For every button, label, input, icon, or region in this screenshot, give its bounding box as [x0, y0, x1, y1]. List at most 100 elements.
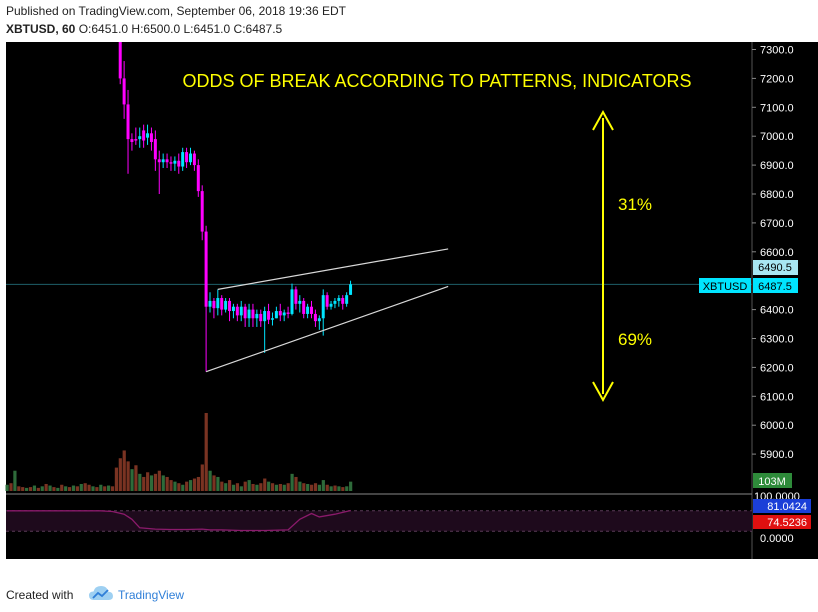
- volume-bar: [270, 483, 275, 491]
- high-value: 6500.0: [143, 22, 181, 36]
- price-tick-label: 7000.0: [760, 131, 794, 143]
- volume-bar: [313, 483, 318, 491]
- volume-bar: [79, 483, 83, 491]
- volume-bar: [274, 484, 279, 491]
- candle-body: [251, 309, 255, 319]
- time-tick-label: 12:00: [485, 564, 513, 576]
- open-value: 6451.0: [91, 22, 129, 36]
- volume-bar: [247, 480, 251, 491]
- volume-bar: [224, 483, 228, 491]
- volume-bar: [212, 475, 216, 491]
- volume-bar: [243, 481, 247, 491]
- ohlc-readout: XBTUSD, 60 O:6451.0 H:6500.0 L:6451.0 C:…: [6, 22, 282, 36]
- volume-bar: [349, 481, 353, 491]
- volume-bar: [75, 486, 79, 491]
- tradingview-cloud-icon[interactable]: [88, 584, 114, 604]
- volume-bar: [220, 481, 224, 491]
- volume-bar: [118, 458, 122, 491]
- volume-bar: [196, 476, 200, 491]
- plot-area[interactable]: [6, 42, 752, 559]
- volume-bar: [341, 487, 345, 491]
- candles: [118, 42, 353, 372]
- candle-body: [337, 298, 341, 301]
- candle-body: [173, 160, 177, 164]
- low-label: L:: [183, 22, 194, 36]
- volume-bar: [67, 487, 72, 491]
- last-price-tag: 6490.5: [758, 262, 792, 274]
- candle-body: [239, 306, 243, 316]
- price-tick-label: 6100.0: [760, 391, 794, 403]
- candle-body: [122, 78, 126, 105]
- volume-bar: [290, 473, 294, 491]
- odds-arrow-down-head: [592, 381, 614, 403]
- candle-body: [278, 311, 282, 316]
- candle-body: [208, 300, 212, 307]
- volume-bar: [282, 484, 286, 491]
- candle-body: [216, 298, 220, 309]
- price-tick-label: 6700.0: [760, 218, 794, 230]
- candle-body: [255, 313, 259, 319]
- time-tick-label: 6: [250, 564, 256, 576]
- close-price-tag: 6487.5: [758, 281, 792, 293]
- volume-bar: [52, 487, 56, 491]
- candle-body: [165, 159, 169, 163]
- candle-body: [306, 306, 310, 314]
- volume-bar: [17, 486, 21, 491]
- close-value: 6487.5: [245, 22, 283, 36]
- published-text: Published on TradingView.com, September …: [6, 4, 346, 18]
- candle-body: [126, 104, 130, 140]
- volume-bar: [216, 476, 220, 491]
- volume-bar: [267, 481, 271, 491]
- candle-body: [259, 313, 263, 322]
- candle-body: [192, 153, 196, 166]
- candle-body: [282, 312, 286, 316]
- volume-bar: [188, 480, 193, 491]
- candle-body: [317, 318, 321, 322]
- candle-body: [231, 306, 235, 312]
- volume-bar: [310, 484, 314, 491]
- candle-body: [169, 162, 173, 164]
- candle-body: [247, 309, 251, 319]
- footer: Created with TradingView: [0, 578, 818, 612]
- chart-canvas[interactable]: ODDS OF BREAK ACCORDING TO PATTERNS, IND…: [0, 42, 818, 578]
- time-tick-label: :00: [1, 564, 16, 576]
- candle-body: [274, 311, 278, 319]
- candle-body: [294, 289, 298, 304]
- candle-body: [212, 300, 216, 309]
- candle-body: [310, 306, 314, 314]
- volume-bar: [345, 486, 349, 491]
- last-price-tag-bg: [753, 260, 798, 275]
- volume-bar: [329, 486, 333, 491]
- volume-bar: [60, 484, 64, 491]
- close-price-tag-bg: [753, 278, 798, 293]
- candle-body: [200, 191, 204, 232]
- candle-body: [134, 139, 138, 141]
- volume-bar: [302, 483, 306, 491]
- volume-bar: [185, 481, 189, 491]
- candle-body: [149, 133, 153, 142]
- volume-bar: [56, 487, 60, 491]
- volume-bar: [149, 475, 154, 491]
- time-ticks: :00 5 12:00 6 12:00 7 12:00 8 12:00: [1, 564, 676, 576]
- chart-title: ODDS OF BREAK ACCORDING TO PATTERNS, IND…: [182, 71, 691, 91]
- price-tick-label: 6900.0: [760, 160, 794, 172]
- volume-bar: [36, 487, 40, 491]
- volume-bar: [71, 485, 76, 491]
- volume-bar: [44, 483, 48, 491]
- volume-bar: [278, 483, 282, 491]
- triangle-trendline: [217, 248, 449, 290]
- candle-body: [263, 311, 267, 322]
- volume-bar: [153, 473, 158, 491]
- tradingview-link[interactable]: TradingView: [118, 588, 185, 602]
- price-axis[interactable]: [752, 42, 818, 559]
- volume-bar: [255, 484, 259, 491]
- volume-bar: [204, 413, 208, 491]
- volume-bar: [138, 473, 142, 491]
- candle-body: [188, 153, 192, 163]
- price-tick-label: 6600.0: [760, 247, 794, 259]
- volume-tag: 103M: [758, 476, 786, 488]
- candle-body: [142, 130, 146, 141]
- volume-bar: [235, 483, 240, 491]
- time-tick-label: 8: [578, 564, 584, 576]
- axis-tags: 6490.5 XBTUSD 6487.5 103M 100.0000 81.04…: [699, 260, 811, 545]
